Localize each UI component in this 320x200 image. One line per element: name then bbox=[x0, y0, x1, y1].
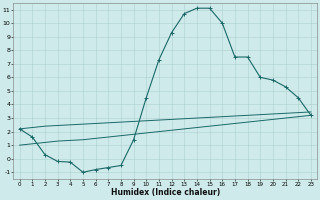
X-axis label: Humidex (Indice chaleur): Humidex (Indice chaleur) bbox=[111, 188, 220, 197]
